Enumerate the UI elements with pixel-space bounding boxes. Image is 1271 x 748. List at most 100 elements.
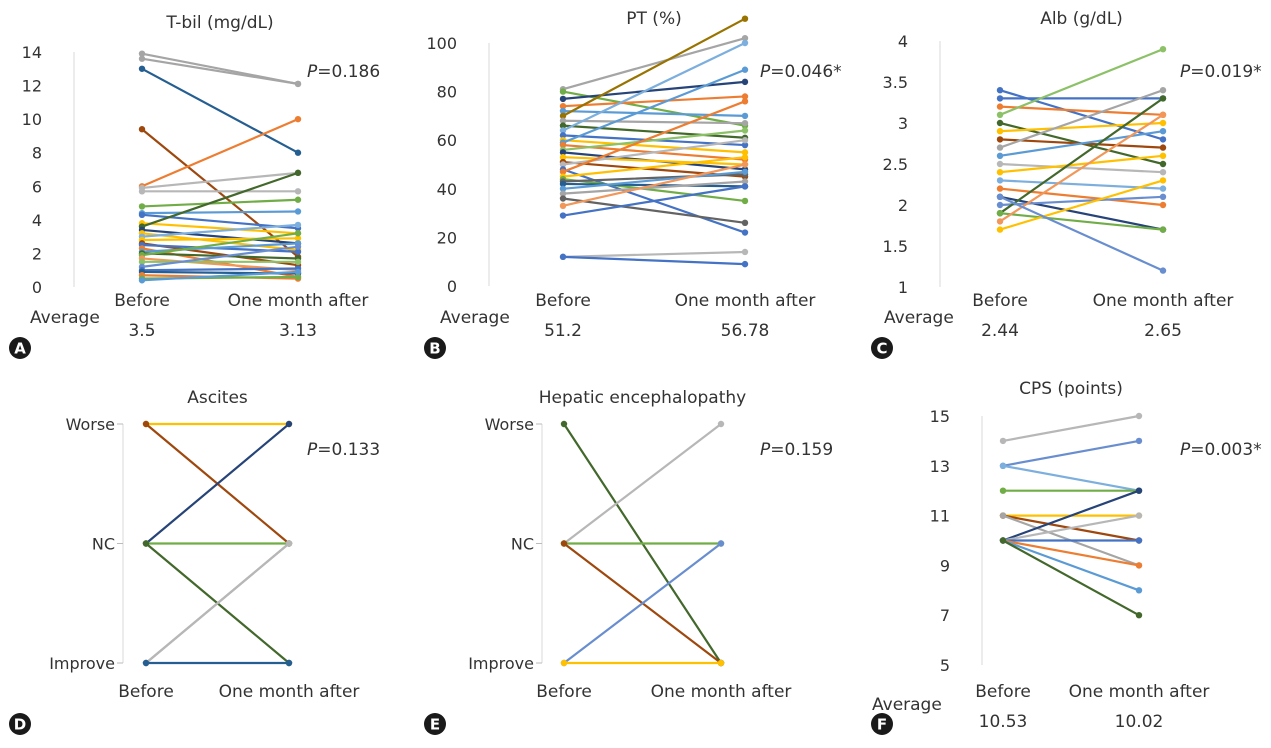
series-line [140,232,300,252]
data-point [996,193,1004,200]
data-point [138,55,146,62]
chart-title: Alb (g/dL) [1040,9,1123,29]
y-tick-label: 2 [898,196,908,215]
average-label: Average [872,695,942,715]
series-line [561,68,747,144]
data-point [285,540,293,547]
data-point [741,248,749,256]
data-point [1159,160,1167,168]
data-point [560,420,568,428]
data-point [294,243,302,250]
series-line [561,163,747,207]
data-point [996,136,1004,143]
series-line [561,129,747,152]
data-point [138,50,146,57]
panel-c: Alb (g/dL) 1 1.5 2 2.5 3 3.5 4 Before One month a… [871,9,1262,359]
series-line [561,90,747,127]
series-line [561,95,747,108]
x-category-label: Before [972,291,1028,311]
data-point [138,277,146,284]
average-value: 56.78 [721,321,770,341]
series-line [144,542,291,665]
series-line [140,242,300,253]
series-line [998,195,1165,231]
data-point [559,180,567,188]
data-point [559,149,567,156]
series-line [1001,539,1141,617]
p-value-label: P=0.186 [307,62,380,82]
data-point [1159,144,1167,151]
panel-badge: B [424,337,446,359]
data-point [741,119,749,127]
data-point [996,119,1004,127]
data-point [285,659,293,667]
data-point [559,88,567,95]
data-point [1159,193,1167,200]
series-line [998,195,1165,272]
data-point [741,112,749,120]
series-line [140,118,300,188]
data-point [741,98,749,105]
panel-letter: F [877,716,887,734]
data-point [1135,612,1143,619]
y-tick-label: 8 [32,144,42,163]
data-point [996,128,1004,135]
data-point [1159,267,1167,274]
series-line [1001,539,1141,592]
x-category-label: One month after [651,682,792,702]
data-point [996,152,1004,159]
p-value-label: P=0.003* [1180,440,1262,460]
data-point [294,149,302,156]
data-point [294,268,302,276]
data-point [999,487,1007,494]
series-line [561,100,747,173]
y-tick-label: 80 [437,83,457,102]
x-category-label: One month after [1069,682,1210,702]
series-line [998,187,1165,207]
data-point [294,188,302,195]
data-point [1159,226,1167,233]
data-point [996,111,1004,119]
average-label: Average [440,308,510,328]
data-point [559,117,567,124]
data-point [717,420,725,428]
series-line [998,97,1165,215]
series-line [998,113,1165,223]
data-point [294,258,302,266]
data-point [741,197,749,205]
data-point [559,141,567,149]
series-line [562,422,723,545]
y-tick-label: Improve [49,654,115,673]
series-line [561,185,747,217]
data-point [1159,152,1167,159]
data-point [294,248,302,255]
data-point [142,659,150,667]
series-line [561,80,747,100]
y-tick-label: 3.5 [883,73,908,92]
p-value-label: P=0.046* [760,62,842,82]
y-tick-label: Worse [485,415,534,434]
series-line [562,542,723,665]
series-line [561,124,747,139]
data-point [559,102,567,110]
panel-f: CPS (points) 5 7 9 11 13 15 Before One month aft… [871,379,1262,735]
data-point [559,161,567,168]
data-point [717,659,725,667]
data-point [741,34,749,42]
series-line [561,41,747,132]
panel-badge: F [871,713,893,735]
data-point [996,103,1004,110]
series-line [140,57,300,85]
y-tick-label: 2 [32,244,42,263]
panel-badge: E [424,713,446,735]
series-line [140,210,300,215]
panel-letter: A [14,340,26,358]
data-point [138,211,146,219]
y-tick-label: 2.5 [883,155,908,174]
data-point [1135,512,1143,519]
average-value: 2.65 [1144,321,1182,341]
y-tick-label: 12 [22,77,42,96]
data-point [285,420,293,428]
data-point [294,80,302,88]
